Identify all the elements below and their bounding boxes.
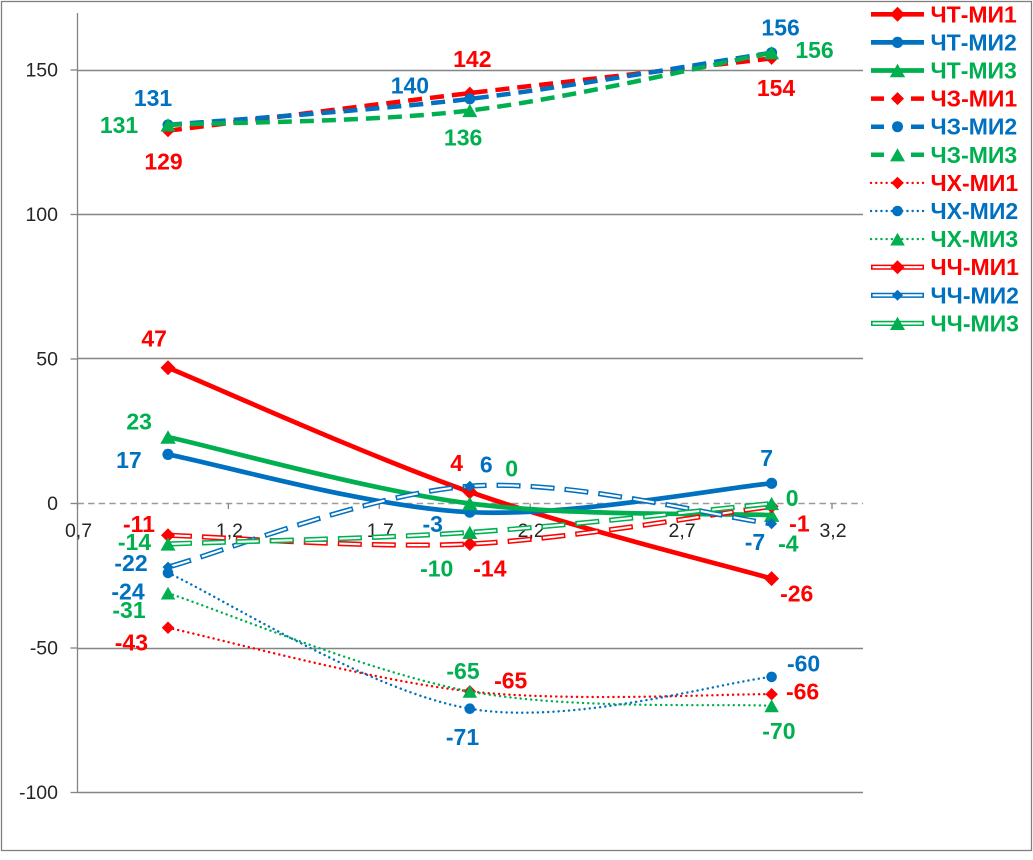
svg-text:-65: -65	[494, 668, 527, 694]
svg-text:-22: -22	[114, 550, 147, 576]
svg-text:ЧТ-МИ1: ЧТ-МИ1	[931, 1, 1018, 27]
svg-text:-71: -71	[446, 724, 479, 750]
svg-text:ЧЗ-МИ2: ЧЗ-МИ2	[931, 114, 1018, 140]
svg-text:0: 0	[786, 485, 799, 511]
svg-text:-50: -50	[30, 638, 58, 660]
svg-text:-43: -43	[115, 629, 148, 655]
svg-text:-31: -31	[112, 597, 145, 623]
svg-text:ЧЗ-МИ3: ЧЗ-МИ3	[931, 142, 1018, 168]
svg-text:ЧХ-МИ1: ЧХ-МИ1	[931, 170, 1019, 196]
svg-text:-26: -26	[780, 580, 813, 606]
svg-text:ЧХ-МИ2: ЧХ-МИ2	[931, 198, 1019, 224]
svg-text:136: 136	[444, 124, 482, 150]
svg-text:-24: -24	[111, 579, 144, 605]
svg-text:17: 17	[116, 447, 142, 473]
svg-text:129: 129	[144, 149, 182, 175]
svg-text:-100: -100	[19, 782, 58, 804]
svg-text:150: 150	[25, 60, 58, 82]
svg-text:ЧЧ-МИ2: ЧЧ-МИ2	[931, 282, 1019, 308]
svg-text:ЧЧ-МИ3: ЧЧ-МИ3	[931, 310, 1019, 336]
svg-text:6: 6	[480, 452, 493, 478]
svg-text:-7: -7	[745, 529, 765, 555]
svg-text:7: 7	[760, 445, 773, 471]
svg-text:0: 0	[47, 493, 58, 515]
svg-text:131: 131	[100, 112, 139, 138]
svg-text:3,2: 3,2	[819, 520, 846, 542]
svg-text:156: 156	[761, 14, 799, 40]
svg-text:156: 156	[795, 37, 833, 63]
svg-text:-60: -60	[787, 651, 820, 677]
svg-text:-14: -14	[473, 555, 506, 581]
svg-text:2,2: 2,2	[518, 520, 545, 542]
svg-text:131: 131	[134, 85, 173, 111]
svg-text:-3: -3	[422, 511, 442, 537]
svg-text:154: 154	[757, 75, 796, 101]
svg-text:-14: -14	[118, 529, 151, 555]
svg-text:50: 50	[36, 349, 58, 371]
svg-text:ЧХ-МИ3: ЧХ-МИ3	[931, 226, 1019, 252]
svg-text:0: 0	[505, 456, 518, 482]
svg-text:47: 47	[141, 325, 167, 351]
svg-text:-11: -11	[123, 511, 155, 537]
svg-text:-65: -65	[446, 658, 479, 684]
svg-text:-1: -1	[789, 510, 810, 536]
svg-text:100: 100	[25, 204, 58, 226]
svg-text:-70: -70	[762, 718, 795, 744]
svg-text:2,7: 2,7	[669, 520, 696, 542]
svg-text:0,7: 0,7	[65, 520, 92, 542]
svg-text:4: 4	[450, 450, 463, 476]
svg-text:140: 140	[391, 73, 429, 99]
svg-text:ЧЧ-МИ1: ЧЧ-МИ1	[931, 254, 1020, 280]
svg-text:-10: -10	[420, 555, 453, 581]
svg-text:ЧТ-МИ2: ЧТ-МИ2	[931, 29, 1017, 55]
svg-text:ЧЗ-МИ1: ЧЗ-МИ1	[931, 86, 1018, 112]
svg-text:-4: -4	[778, 530, 799, 556]
svg-text:ЧТ-МИ3: ЧТ-МИ3	[931, 58, 1017, 84]
svg-text:142: 142	[453, 46, 491, 72]
svg-text:23: 23	[126, 409, 152, 435]
svg-text:-66: -66	[786, 679, 819, 705]
